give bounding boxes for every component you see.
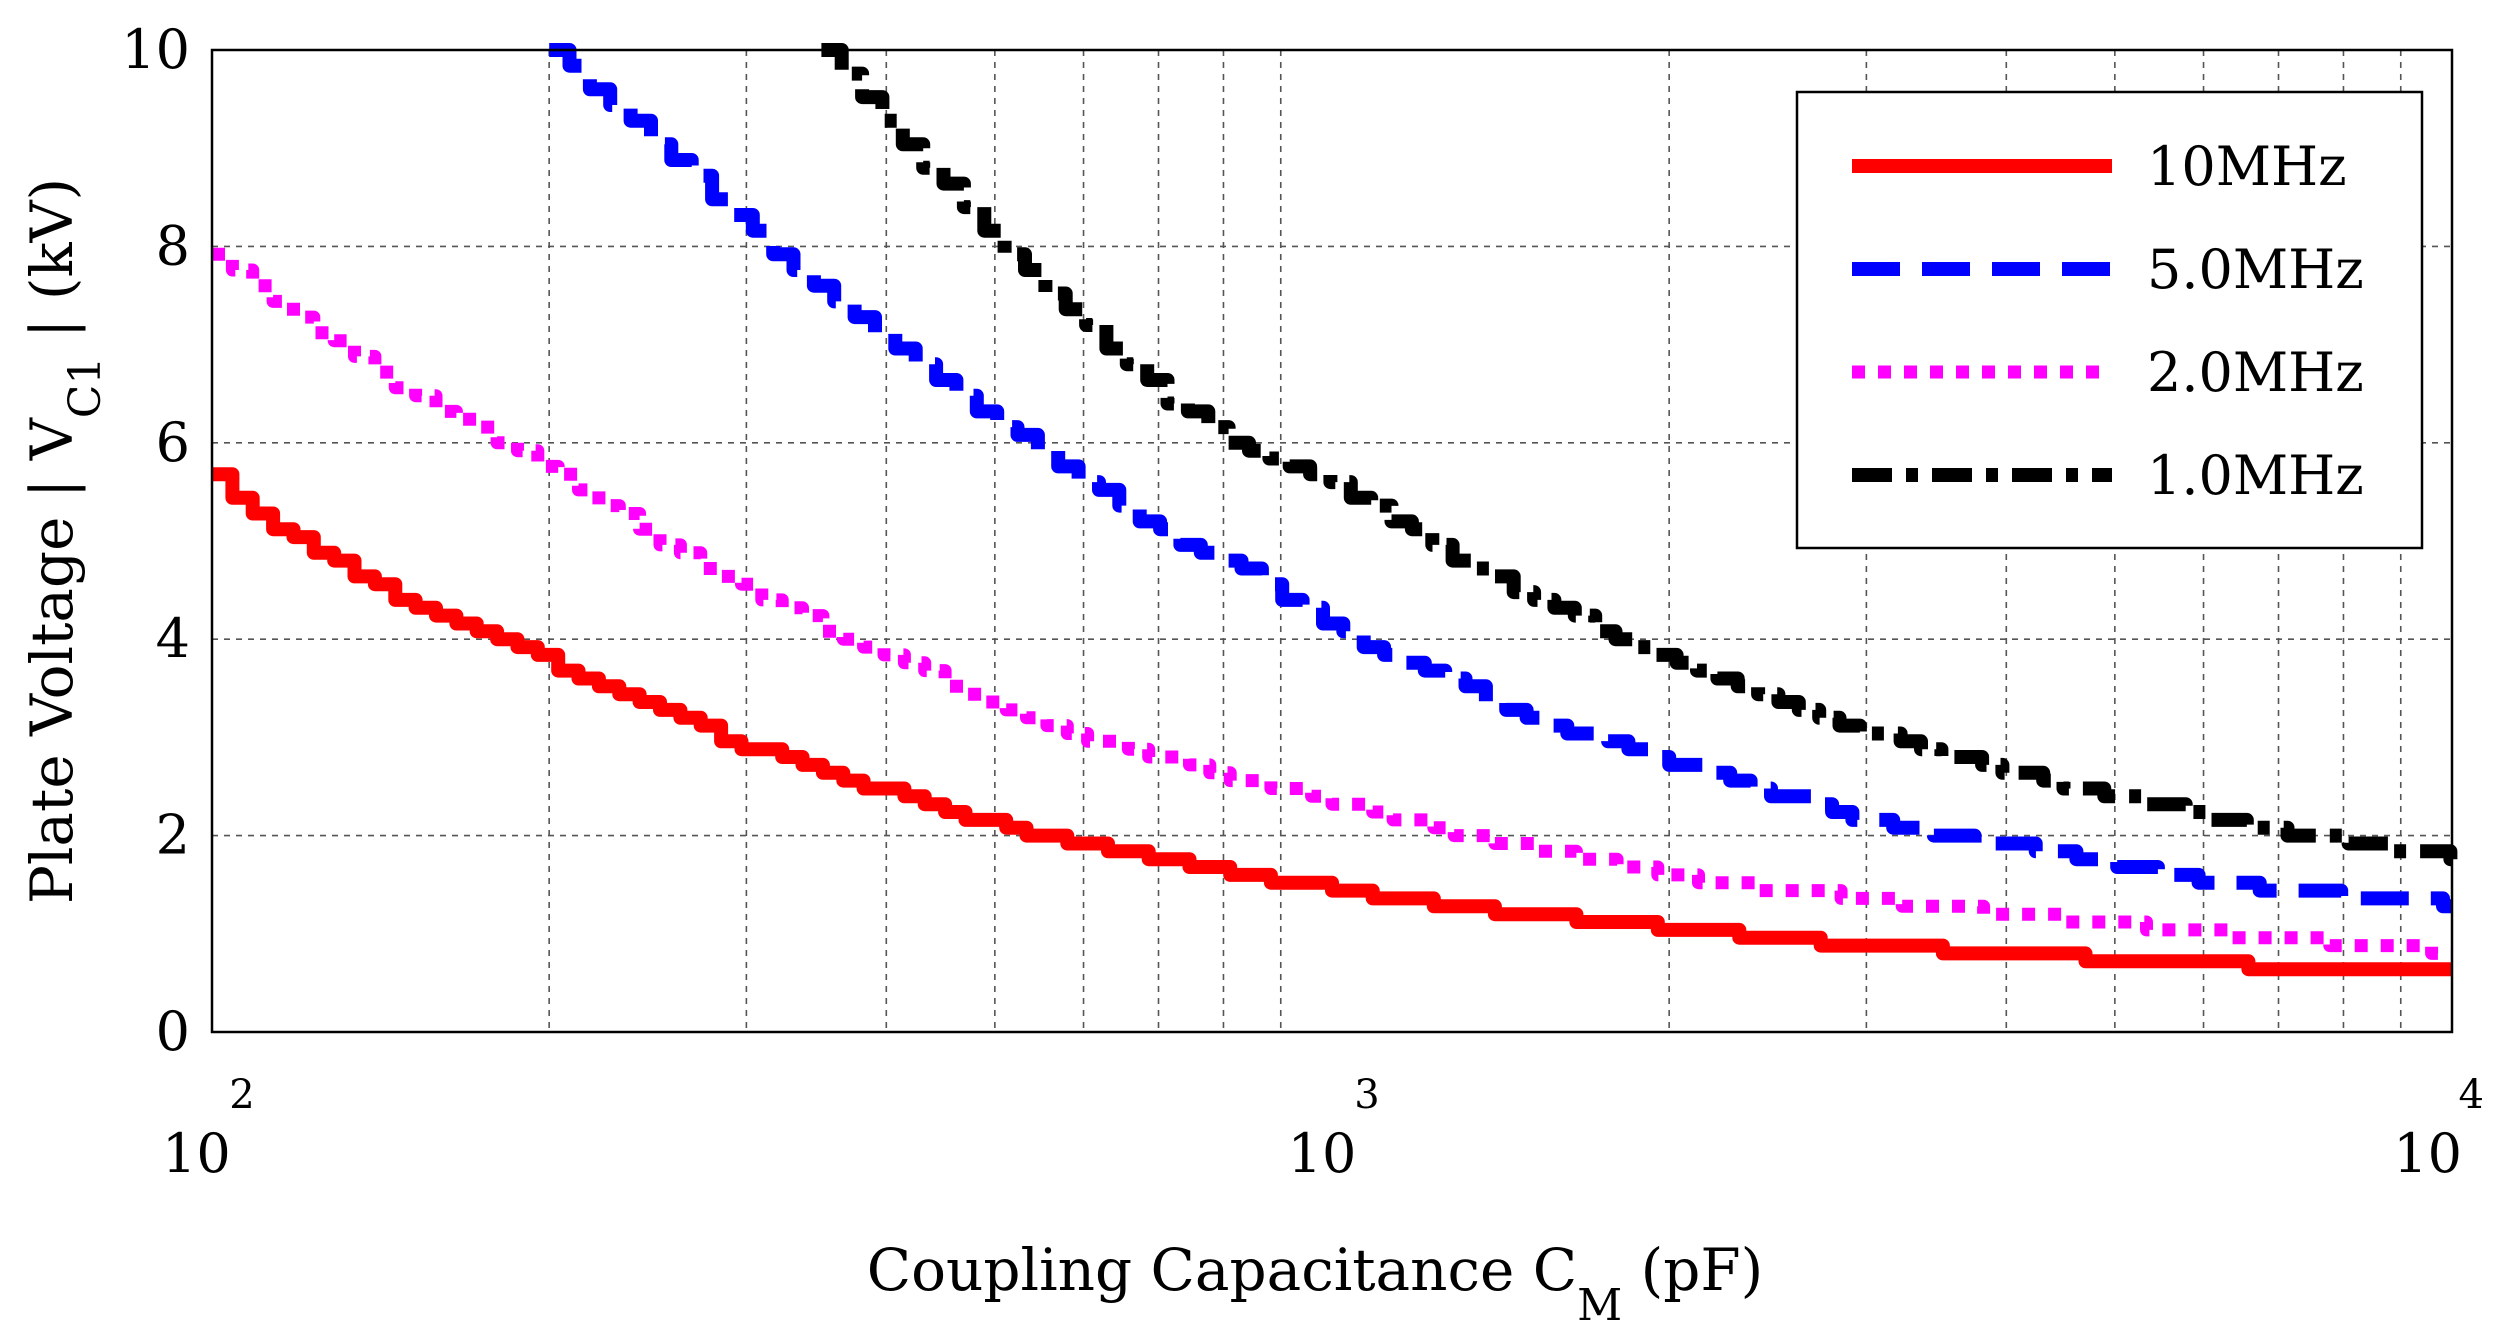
legend-label-1.0MHz: 1.0MHz [2147,444,2364,507]
series-line-2.0MHz [212,247,2452,960]
x-tick-label-exponent: 4 [2459,1072,2484,1118]
x-tick-label-base: 10 [2393,1122,2462,1185]
y-axis-label-unit: | (kV) [18,178,86,357]
plot-frame [210,48,2454,1034]
y-tick-label: 8 [156,214,190,277]
legend-label-10MHz: 10MHz [2147,135,2347,198]
y-tick-label: 6 [156,411,190,474]
y-tick-label: 4 [156,607,190,670]
x-tick-label-exponent: 2 [229,1072,254,1118]
y-axis-label: Plate Voltage | VC1 | (kV) [18,178,111,904]
y-tick-label: 0 [156,1000,190,1063]
x-tick-label-base: 10 [1288,1122,1357,1185]
y-tick-label: 2 [156,804,190,867]
x-axis-label-main: Coupling Capacitance C [867,1236,1577,1304]
legend-label-5.0MHz: 5.0MHz [2147,238,2364,301]
y-axis-label-sub: C1 [60,357,111,419]
x-axis-label-unit: (pF) [1622,1236,1763,1304]
x-axis-label-sub: M [1577,1280,1622,1330]
series-line-5.0MHz [549,43,2452,914]
series-group [212,43,2458,977]
y-axis-label-main: Plate Voltage | V [18,417,86,904]
series-line-1.0MHz [821,43,2458,867]
y-tick-label: 10 [121,18,190,81]
series-line-10MHz [212,467,2452,977]
legend-label-2.0MHz: 2.0MHz [2147,341,2364,404]
x-axis-label: Coupling Capacitance CM (pF) [867,1236,1764,1330]
x-tick-label-base: 10 [162,1122,231,1185]
legend: 10MHz 5.0MHz 2.0MHz 1.0MHz [1795,90,2424,550]
x-tick-label-exponent: 3 [1354,1072,1379,1118]
